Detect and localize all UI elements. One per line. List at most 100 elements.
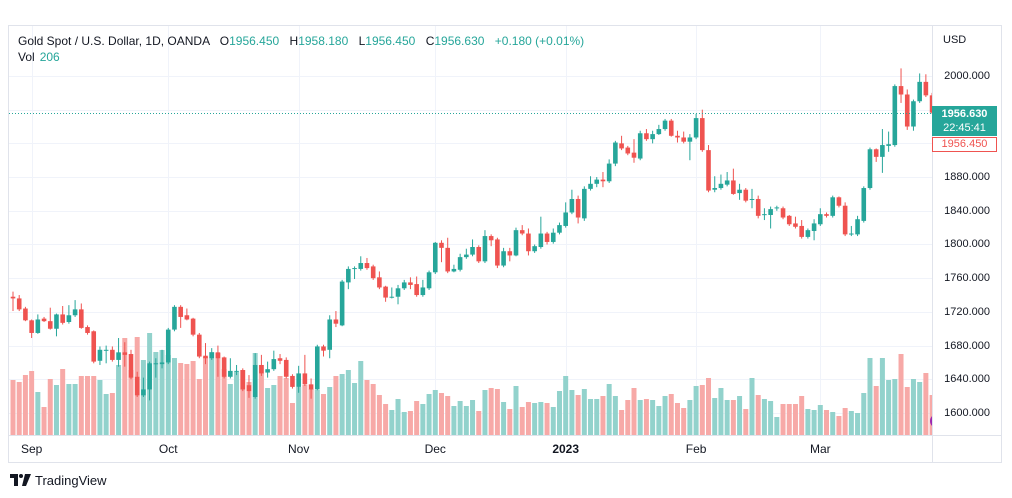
- candle-body: [110, 349, 115, 360]
- volume-bar: [470, 400, 476, 435]
- volume-bar: [848, 411, 854, 435]
- candle-body: [16, 298, 22, 310]
- candle-body: [358, 263, 364, 269]
- candle-body: [712, 188, 718, 190]
- candle-body: [414, 284, 419, 296]
- volume-bar: [842, 408, 848, 435]
- candle-body: [830, 197, 836, 216]
- candle: [432, 241, 438, 274]
- volume-bar: [706, 378, 712, 435]
- candle: [314, 344, 320, 391]
- candle: [849, 225, 854, 237]
- candle-body: [178, 306, 183, 317]
- volume-bar: [718, 388, 724, 435]
- volume-bar: [60, 369, 66, 435]
- volume-bar: [743, 409, 749, 435]
- candle-body: [855, 219, 860, 235]
- volume-bar: [265, 388, 271, 435]
- candle: [836, 196, 842, 208]
- volume-bar: [643, 399, 649, 435]
- candle-body: [650, 134, 655, 140]
- ohlc-low-value: 1956.450: [365, 34, 416, 48]
- volume-bar: [209, 352, 215, 435]
- bar-countdown: 22:45:41: [943, 121, 986, 134]
- candle-body: [600, 179, 606, 182]
- candle-body: [625, 147, 631, 154]
- candle: [358, 256, 364, 271]
- currency-label[interactable]: USD: [943, 34, 967, 46]
- volume-bar: [78, 376, 84, 435]
- volume-bar: [836, 416, 842, 435]
- volume-bar: [730, 400, 736, 435]
- candle: [886, 131, 891, 152]
- candle: [693, 113, 699, 140]
- candle: [929, 92, 932, 114]
- candle: [165, 327, 171, 365]
- candle: [575, 195, 581, 224]
- volume-bar: [780, 404, 786, 435]
- candle-body: [283, 359, 289, 377]
- candle: [153, 358, 159, 378]
- volume-bar: [10, 380, 16, 435]
- candle-body: [321, 346, 326, 351]
- candle: [786, 214, 792, 226]
- volume-bar: [712, 398, 718, 435]
- volume-label[interactable]: Vol: [18, 50, 35, 64]
- candle-body: [308, 384, 314, 390]
- candle: [606, 159, 612, 183]
- volume-bar: [109, 393, 115, 435]
- volume-bar: [799, 396, 805, 435]
- candle-body: [141, 389, 146, 396]
- volume-bar: [376, 395, 382, 435]
- event-marker-icon[interactable]: [930, 415, 943, 427]
- volume-bar: [122, 338, 128, 435]
- candle-body: [314, 346, 320, 390]
- volume-bar: [699, 385, 705, 435]
- volume-bar: [861, 393, 867, 435]
- volume-bar: [116, 365, 122, 435]
- candle-body: [768, 209, 773, 215]
- volume-bar: [904, 387, 910, 435]
- candle: [134, 371, 140, 397]
- volume-bar: [234, 372, 240, 435]
- price-tick-label: 1840.000: [944, 204, 990, 217]
- candle-body: [582, 188, 587, 219]
- volume-bar: [184, 364, 190, 435]
- candle: [277, 354, 283, 365]
- volume-bar: [538, 402, 544, 435]
- candle-body: [159, 362, 165, 365]
- tradingview-branding[interactable]: TradingView: [10, 472, 107, 488]
- candle-body: [656, 129, 662, 135]
- candle-body: [706, 150, 711, 191]
- candle: [234, 364, 239, 376]
- candle: [265, 361, 270, 378]
- volume-bar: [830, 412, 836, 435]
- candle-body: [60, 314, 65, 323]
- symbol-title[interactable]: Gold Spot / U.S. Dollar, 1D, OANDA: [18, 34, 210, 48]
- candle: [209, 348, 215, 360]
- volume-bar: [612, 396, 618, 435]
- volume-bar: [724, 400, 730, 435]
- candle-body: [85, 327, 90, 333]
- candle: [594, 177, 600, 188]
- candle: [240, 368, 246, 392]
- volume-bar: [768, 401, 774, 435]
- candle: [215, 345, 221, 377]
- volume-bar: [283, 378, 289, 435]
- volume-bar: [196, 379, 202, 435]
- candle-body: [513, 230, 519, 256]
- volume-bar: [687, 400, 693, 435]
- chart-legend: Gold Spot / U.S. Dollar, 1D, OANDA O1956…: [18, 33, 584, 65]
- candle: [842, 202, 848, 237]
- candle-body: [147, 363, 152, 390]
- candle: [16, 295, 22, 312]
- candle: [625, 145, 631, 156]
- volume-bar: [532, 403, 538, 435]
- candle-body: [606, 163, 612, 182]
- volume-bar: [625, 400, 631, 435]
- candle-body: [116, 352, 121, 360]
- volume-bar: [314, 390, 320, 435]
- candle-body: [259, 364, 264, 374]
- ohlc-open: O1956.450: [220, 34, 279, 48]
